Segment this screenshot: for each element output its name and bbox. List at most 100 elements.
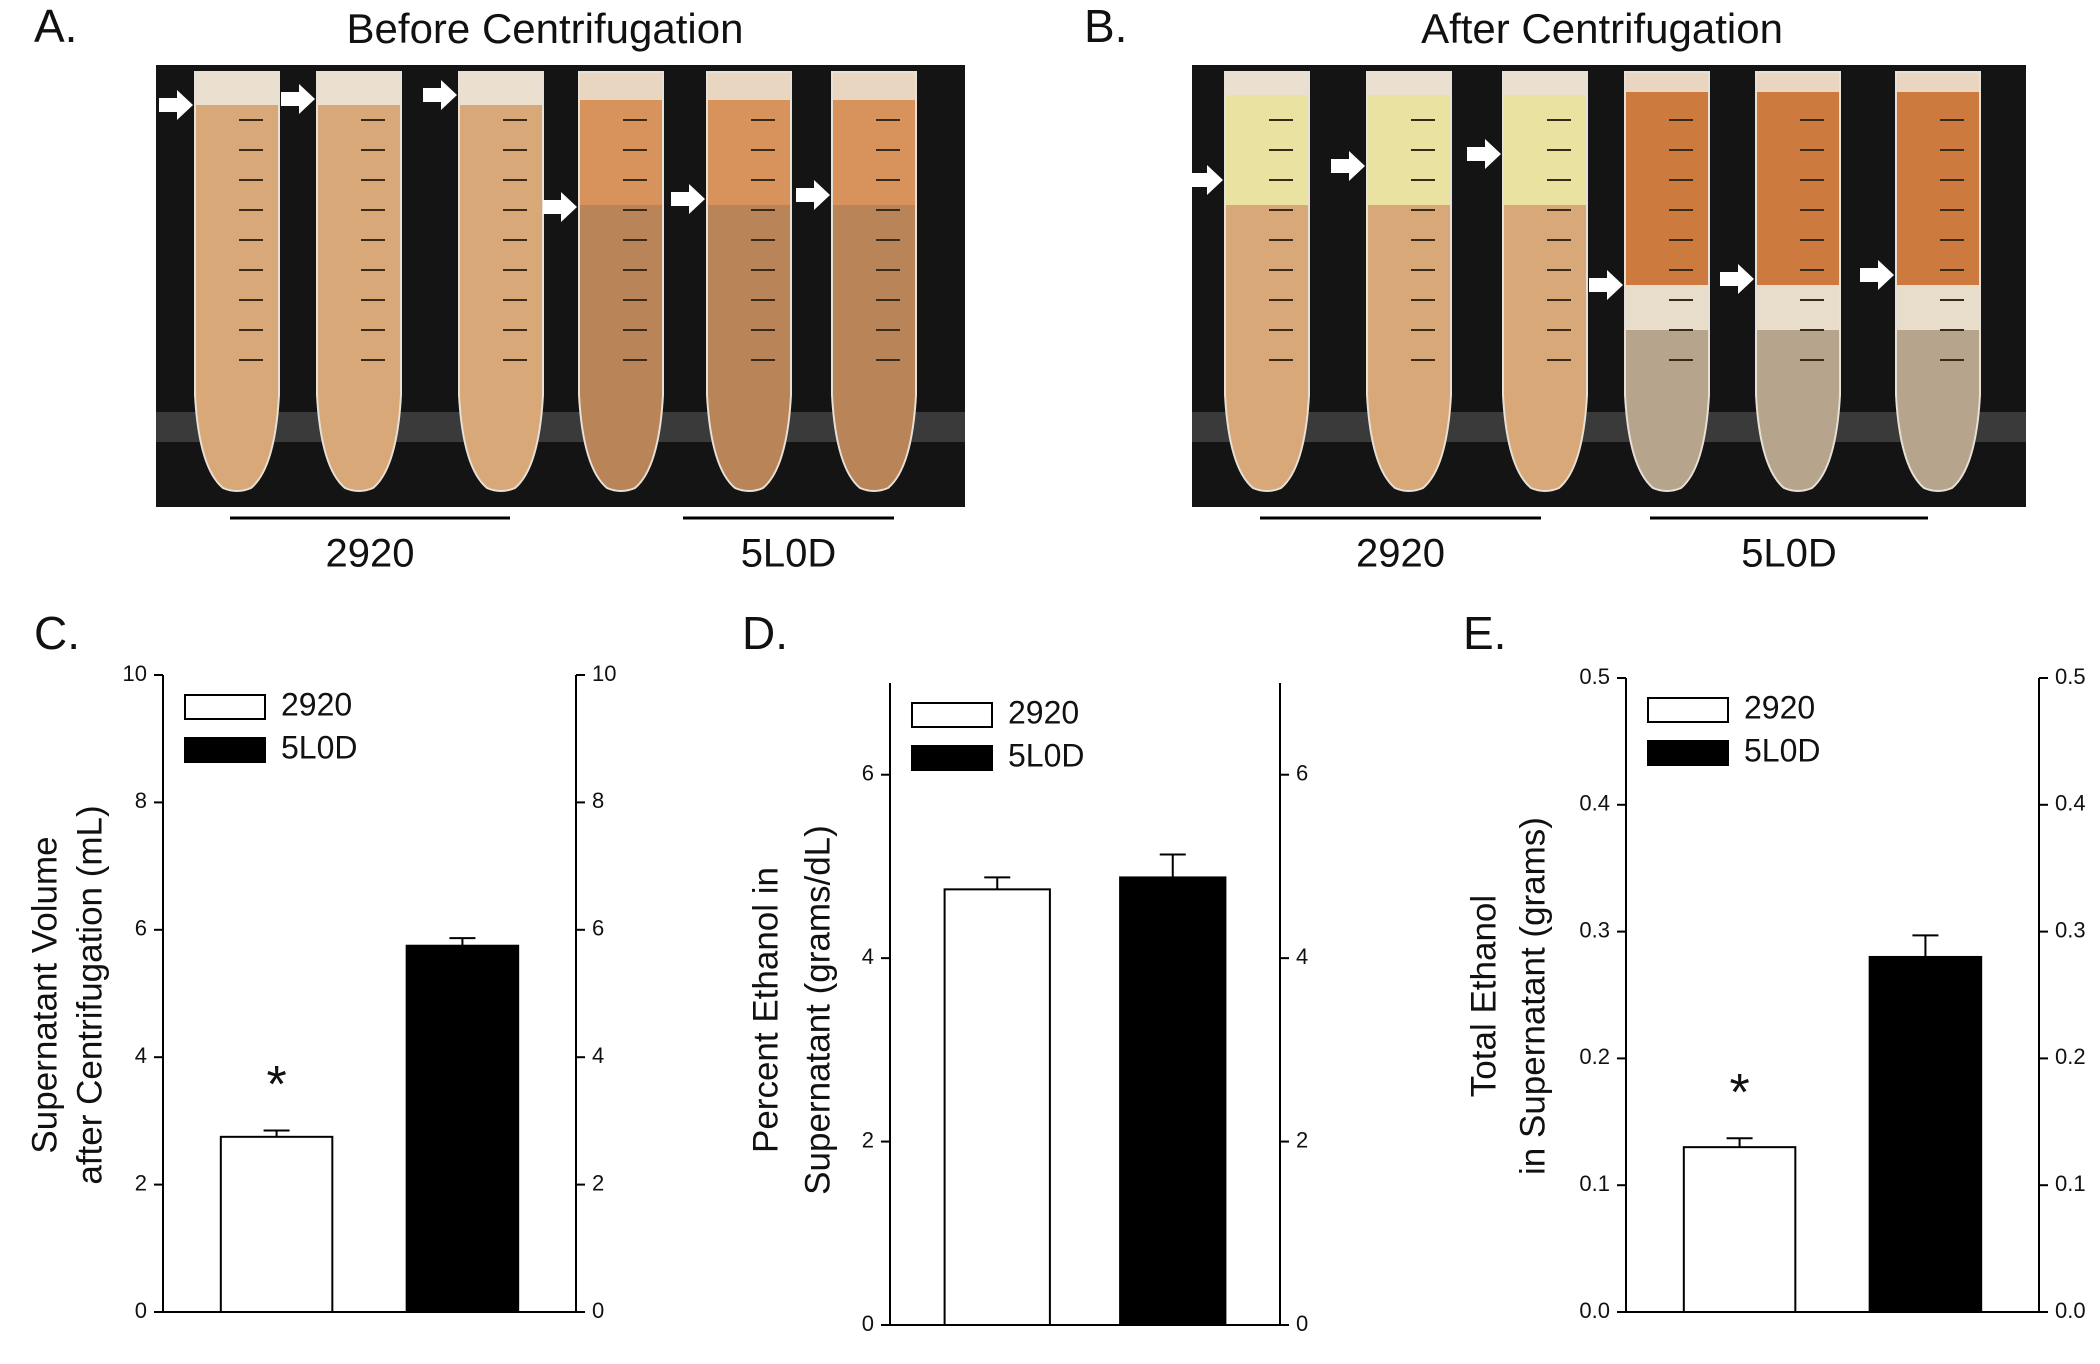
bar: [405, 944, 520, 1313]
y-tick-label: 10: [123, 661, 147, 686]
tube-layer: [579, 100, 663, 205]
y-tick-label: 2: [135, 1170, 147, 1195]
arrow: [671, 184, 705, 214]
tube-layer: [1625, 92, 1709, 285]
tube-layer: [579, 205, 663, 491]
tube-outline: [1755, 71, 1841, 492]
tube-layer: [459, 72, 543, 105]
y-tick-label: 0.0: [1579, 1298, 1610, 1323]
y-axis-label: after Centrifugation (mL): [70, 805, 109, 1184]
tube-layer: [832, 205, 916, 491]
tube-layer: [1625, 285, 1709, 330]
legend-label: 5L0D: [281, 729, 358, 765]
arrow: [1720, 264, 1754, 294]
tube-layer: [1756, 285, 1840, 330]
y2-tick-label: 0.3: [2055, 917, 2086, 942]
tube-layer: [1225, 205, 1309, 491]
tube: [1367, 72, 1451, 491]
legend-label: 2920: [1744, 689, 1815, 725]
tube-layer: [459, 105, 543, 491]
y2-tick-label: 4: [592, 1043, 604, 1068]
error-bar: [1726, 1137, 1753, 1148]
tube-outline: [1895, 71, 1981, 492]
tube: [1625, 72, 1709, 491]
y2-tick-label: 0: [592, 1298, 604, 1323]
arrow: [1467, 139, 1501, 169]
bar: [943, 888, 1051, 1326]
tube-outline: [194, 71, 280, 492]
y-tick-label: 0.1: [1579, 1171, 1610, 1196]
legend-swatch: [1647, 697, 1729, 723]
y-axis-label: Supernatant (grams/dL): [798, 825, 837, 1195]
tube-layer: [1896, 72, 1980, 92]
tube-layer: [1503, 205, 1587, 491]
tube-layer: [1503, 95, 1587, 205]
tube-outline: [578, 71, 664, 492]
legend-label: 5L0D: [1744, 732, 1821, 768]
tube-layer: [1756, 330, 1840, 491]
legend-label: 5L0D: [1008, 737, 1085, 773]
tube: [1896, 72, 1980, 491]
tube-outline: [1624, 71, 1710, 492]
tube: [1756, 72, 1840, 491]
y-tick-label: 2: [862, 1127, 874, 1152]
y2-tick-label: 0: [1296, 1311, 1308, 1336]
tube-outline: [316, 71, 402, 492]
arrow: [1589, 270, 1623, 300]
bar: [219, 1135, 334, 1313]
group-label: 2920: [1356, 532, 1445, 576]
y2-tick-label: 0.4: [2055, 791, 2086, 816]
y-tick-label: 0.2: [1579, 1044, 1610, 1069]
error-bar: [1159, 853, 1186, 878]
tube-layer: [1367, 95, 1451, 205]
panel-letter: B.: [1084, 0, 1127, 52]
y-tick-label: 0: [135, 1298, 147, 1323]
group-label: 5L0D: [741, 532, 837, 576]
y2-tick-label: 4: [1296, 944, 1308, 969]
y2-tick-label: 6: [592, 916, 604, 941]
tube-layer: [1503, 72, 1587, 95]
y-axis-label: Supernatant Volume: [25, 836, 64, 1153]
y-axis-label: Total Ethanol: [1464, 895, 1503, 1097]
tube-layer: [707, 205, 791, 491]
y-axis-label: in Supernatant (grams): [1513, 817, 1552, 1175]
tube-outline: [458, 71, 544, 492]
legend-swatch: [184, 737, 266, 763]
group-label: 5L0D: [1741, 532, 1837, 576]
legend-swatch: [911, 745, 993, 771]
tube-layer: [1896, 285, 1980, 330]
tube-layer: [1896, 330, 1980, 491]
arrow: [159, 90, 193, 120]
error-bar: [984, 876, 1011, 890]
y-tick-label: 6: [135, 916, 147, 941]
arrow: [423, 80, 457, 110]
tube-layer: [1367, 205, 1451, 491]
shelf-reflection: [1192, 412, 2026, 442]
y-tick-label: 4: [862, 944, 874, 969]
y2-tick-label: 0.2: [2055, 1044, 2086, 1069]
arrow: [281, 84, 315, 114]
tube-layer: [1756, 92, 1840, 285]
tube-layer: [1756, 72, 1840, 92]
y2-tick-label: 0.0: [2055, 1298, 2086, 1323]
y-tick-label: 6: [862, 761, 874, 786]
tube: [459, 72, 543, 491]
y2-tick-label: 8: [592, 788, 604, 813]
tube-layer: [1896, 92, 1980, 285]
y2-tick-label: 2: [592, 1170, 604, 1195]
significance-mark: *: [266, 1056, 286, 1114]
panel-letter: C.: [34, 607, 80, 659]
y2-tick-label: 10: [592, 661, 616, 686]
legend-swatch: [184, 694, 266, 720]
tube-outline: [1224, 71, 1310, 492]
y-tick-label: 8: [135, 788, 147, 813]
tube-layer: [195, 72, 279, 105]
legend-label: 2920: [1008, 694, 1079, 730]
tube-layer: [1225, 95, 1309, 205]
arrow: [1860, 260, 1894, 290]
tube: [832, 72, 916, 491]
tube-outline: [1366, 71, 1452, 492]
tube-outline: [706, 71, 792, 492]
significance-mark: *: [1729, 1064, 1749, 1122]
